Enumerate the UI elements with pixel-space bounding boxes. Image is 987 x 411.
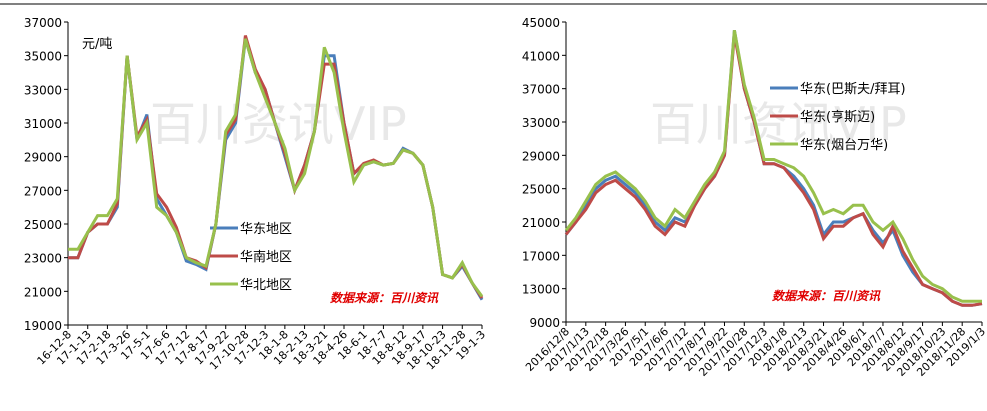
watermark: 百川资讯VIP [650, 97, 907, 151]
y-tick-label: 21000 [24, 285, 62, 299]
series-line [564, 30, 982, 303]
y-tick-label: 41000 [522, 49, 560, 63]
legend-label: 华南地区 [240, 249, 292, 265]
y-tick-label: 23000 [24, 252, 62, 266]
source-note: 数据来源：百川资讯 [330, 291, 439, 305]
legend-label: 华东(烟台万华) [800, 138, 888, 153]
watermark: 百川资讯VIP [150, 97, 407, 151]
legend-label: 华东(巴斯夫/拜耳) [800, 82, 906, 97]
y-tick-label: 25000 [522, 183, 560, 197]
series-line [564, 30, 983, 307]
unit-annotation: 元/吨 [82, 37, 112, 52]
y-tick-label: 37000 [24, 16, 62, 30]
y-tick-label: 45000 [522, 16, 560, 30]
y-tick-label: 29000 [522, 149, 560, 163]
y-tick-label: 17000 [522, 249, 560, 263]
y-tick-label: 37000 [522, 83, 560, 97]
source-note: 数据来源：百川资讯 [772, 289, 881, 303]
series-line [68, 38, 484, 298]
legend-label: 华北地区 [240, 278, 292, 293]
y-tick-label: 27000 [24, 184, 62, 198]
y-tick-label: 29000 [24, 151, 62, 165]
y-tick-label: 33000 [522, 116, 560, 130]
y-tick-label: 25000 [24, 218, 62, 232]
y-tick-label: 31000 [24, 117, 62, 131]
y-tick-label: 21000 [522, 216, 560, 230]
y-tick-label: 19000 [24, 319, 62, 333]
y-tick-label: 33000 [24, 83, 62, 97]
y-tick-label: 13000 [522, 283, 560, 297]
y-tick-label: 9000 [529, 316, 560, 330]
legend-label: 华东(亨斯迈) [800, 109, 875, 125]
series-line [564, 34, 983, 307]
y-tick-label: 35000 [24, 50, 62, 64]
legend-label: 华东地区 [240, 222, 292, 237]
